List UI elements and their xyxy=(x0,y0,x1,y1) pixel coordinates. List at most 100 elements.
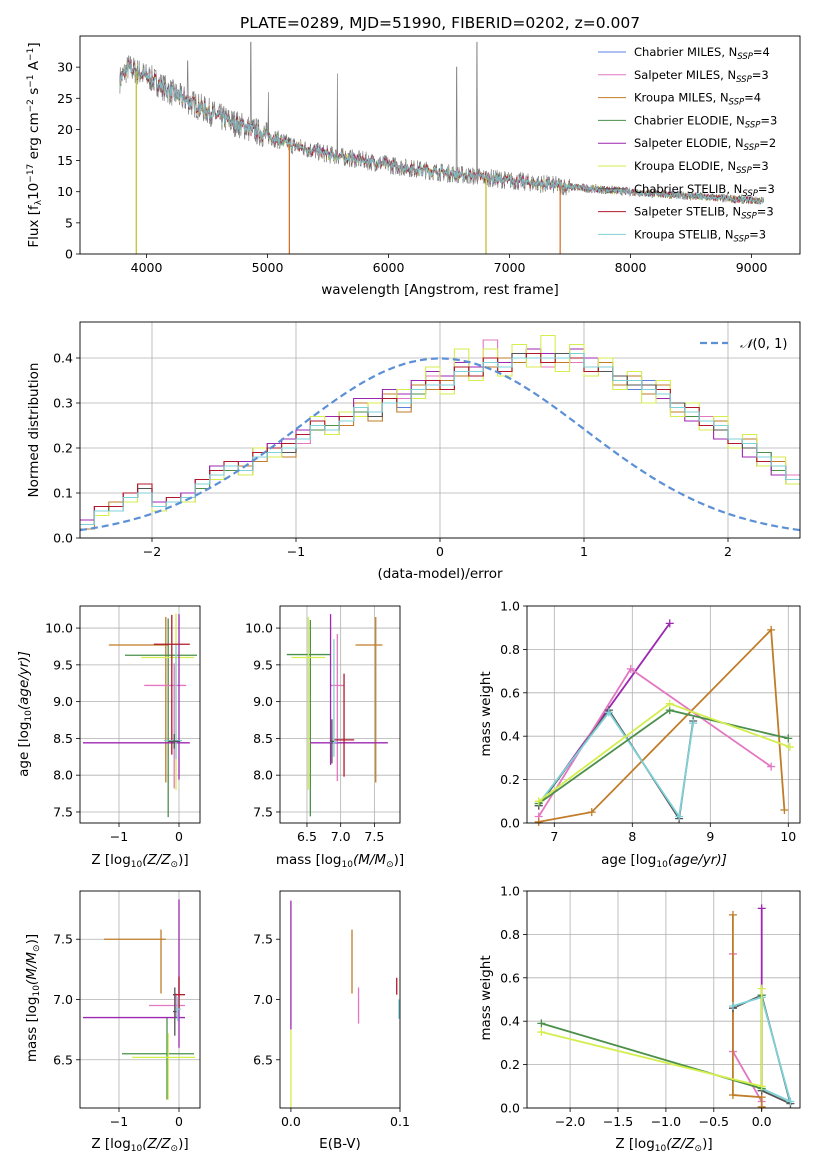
z-weight-ticks: −2.0 −1.5 −1.0 −0.5 0.0 0.0 0.2 0.4 0.6 0.8 1.0 xyxy=(500,884,772,1130)
model-spectrum-line xyxy=(119,61,764,205)
spectrum-ticks: 4000 5000 6000 7000 8000 9000 0 5 10 15 20 25 30 xyxy=(57,60,767,275)
y-tick-label: 0.0 xyxy=(500,816,520,831)
z-age-plot-area xyxy=(83,613,197,818)
error-bars xyxy=(83,613,197,818)
residuals-grid xyxy=(80,322,800,539)
legend-label-text: Kroupa MILES, N xyxy=(634,91,729,105)
y-tick-label: 0.2 xyxy=(500,772,520,787)
xlabel-sub: ⊙ xyxy=(695,1144,703,1154)
weight-point-marker xyxy=(780,805,789,814)
normal-legend-args: (0, 1) xyxy=(752,337,787,352)
x-tick-label: 0.1 xyxy=(390,1114,410,1129)
xlabel-part: )] xyxy=(178,1136,189,1152)
x-tick-label: −0.5 xyxy=(699,1114,729,1129)
legend-label: Chabrier MILES, NSSP=4 xyxy=(634,45,770,62)
y-tick-label: 5 xyxy=(65,215,73,230)
y-tick-label: 7.0 xyxy=(53,992,73,1007)
xlabel-sub: 10 xyxy=(131,860,143,870)
ylabel-sub: 10 xyxy=(24,710,34,722)
x-tick-label: 7.0 xyxy=(331,829,351,844)
error-bars xyxy=(290,900,400,1108)
y-tick-label: 8.5 xyxy=(53,731,73,746)
legend-label-text: Salpeter STELIB, N xyxy=(634,205,741,219)
y-tick-label: 0.0 xyxy=(500,1101,520,1116)
legend-label-suffix: =3 xyxy=(749,227,766,241)
age-weight-frame xyxy=(526,605,801,824)
y-tick-label: 7.5 xyxy=(53,804,73,819)
weight-point-marker xyxy=(757,1082,766,1091)
y-tick-label: 0.6 xyxy=(500,970,520,985)
residuals-plot-area xyxy=(79,334,801,532)
weight-point-marker xyxy=(785,743,794,752)
z-weight-ylabel: mass weight xyxy=(478,955,494,1040)
weight-point-marker xyxy=(767,625,776,634)
residuals-ticks: −2 −1 0 1 2 0.0 0.1 0.2 0.3 0.4 xyxy=(53,351,732,560)
y-tick-label: 7.5 xyxy=(53,932,73,947)
legend-label-text: Kroupa ELODIE, N xyxy=(634,159,736,173)
residuals-legend: 𝒩(0, 1) xyxy=(700,337,787,352)
age-weight-panel: 7 8 9 100.00.20.40.60.81.0 age [log10(age/y… xyxy=(478,599,801,870)
xlabel-sub: 10 xyxy=(341,860,353,870)
legend-label-text: Kroupa STELIB, N xyxy=(634,227,734,241)
x-tick-label: 9000 xyxy=(736,260,768,275)
y-tick-label: 30 xyxy=(57,60,73,75)
y-tick-label: 7.0 xyxy=(253,992,273,1007)
xlabel-part: age [log xyxy=(601,852,656,868)
x-tick-label: 6000 xyxy=(373,260,405,275)
legend-label: Salpeter ELODIE, NSSP=2 xyxy=(634,136,776,153)
legend-label-sub: SSP xyxy=(737,52,753,62)
z-mass-xlabel: Z [log10(Z/Z⊙)] xyxy=(91,1136,188,1154)
spectrum-ylabel-part: A xyxy=(26,60,42,74)
residuals-ylabel: Normed distribution xyxy=(26,363,42,498)
legend-label: Chabrier ELODIE, NSSP=3 xyxy=(634,113,777,130)
legend-label: Chabrier STELIB, NSSP=3 xyxy=(634,182,775,199)
y-tick-label: 6.5 xyxy=(53,1052,73,1067)
x-tick-label: −2.0 xyxy=(555,1114,585,1129)
z-weight-plot-area xyxy=(537,904,795,1111)
y-tick-label: 9.5 xyxy=(253,657,273,672)
legend-label-text: Salpeter ELODIE, N xyxy=(634,136,744,150)
weight-point-marker xyxy=(767,762,776,771)
ylabel-part: age [log xyxy=(16,722,32,777)
residual-histogram-step xyxy=(80,352,800,526)
xlabel-part: (age/yr)] xyxy=(668,852,727,868)
legend-label-suffix: =2 xyxy=(759,136,776,150)
legend-label-sub: SSP xyxy=(741,212,757,222)
spectrum-xlabel: wavelength [Angstrom, rest frame] xyxy=(321,282,559,298)
legend-label-sub: SSP xyxy=(742,189,758,199)
weight-point-marker xyxy=(665,699,674,708)
weight-series-line xyxy=(537,667,772,817)
weight-point-marker xyxy=(534,797,543,806)
y-tick-label: 15 xyxy=(57,153,73,168)
y-tick-label: 1.0 xyxy=(500,884,520,899)
y-tick-label: 10 xyxy=(57,184,73,199)
z-weight-frame xyxy=(526,890,801,1109)
legend-label-text: Chabrier ELODIE, N xyxy=(634,113,745,127)
legend-label: Salpeter MILES, NSSP=3 xyxy=(634,68,769,85)
xlabel-part: Z [log xyxy=(615,1136,654,1152)
y-tick-label: 0.8 xyxy=(500,927,520,942)
y-tick-label: 0.2 xyxy=(500,1057,520,1072)
y-tick-label: 0.6 xyxy=(500,685,520,700)
weight-point-marker xyxy=(675,812,684,821)
weight-point-marker xyxy=(537,1019,546,1028)
z-mass-plot-area xyxy=(83,899,196,1100)
spectrum-ylabel-part: s xyxy=(26,88,42,99)
z-weight-xlabel: Z [log10(Z/Z⊙)] xyxy=(615,1136,712,1154)
residuals-panel: −2 −1 0 1 2 0.0 0.1 0.2 0.3 0.4 𝒩(0, 1) (data-mod… xyxy=(26,321,801,582)
x-tick-label: 2 xyxy=(724,544,732,559)
legend-label-suffix: =3 xyxy=(752,68,769,82)
z-age-xlabel: Z [log10(Z/Z⊙)] xyxy=(91,852,188,870)
xlabel-part: )] xyxy=(394,852,405,868)
error-bars xyxy=(83,899,196,1100)
mass-age-ticks: 6.5 7.0 7.5 7.5 8.0 8.5 9.0 9.5 10.0 xyxy=(245,621,384,844)
age-weight-ticks: 7 8 9 10 0.0 0.2 0.4 0.6 0.8 1.0 xyxy=(500,599,796,845)
spectrum-ylabel-part: erg cm xyxy=(26,112,42,163)
legend-label-suffix: =4 xyxy=(753,45,770,59)
error-bars xyxy=(286,614,388,817)
y-tick-label: 0.3 xyxy=(53,396,73,411)
z-weight-panel: −2.0 −1.5 −1.0 −0.5 0.0 0.0 0.2 0.4 0.6 0.8 1.0 Z … xyxy=(478,884,801,1154)
x-tick-label: 6.5 xyxy=(297,829,317,844)
ebv-mass-ticks: 0.0 0.1 6.5 7.0 7.5 xyxy=(253,932,410,1129)
